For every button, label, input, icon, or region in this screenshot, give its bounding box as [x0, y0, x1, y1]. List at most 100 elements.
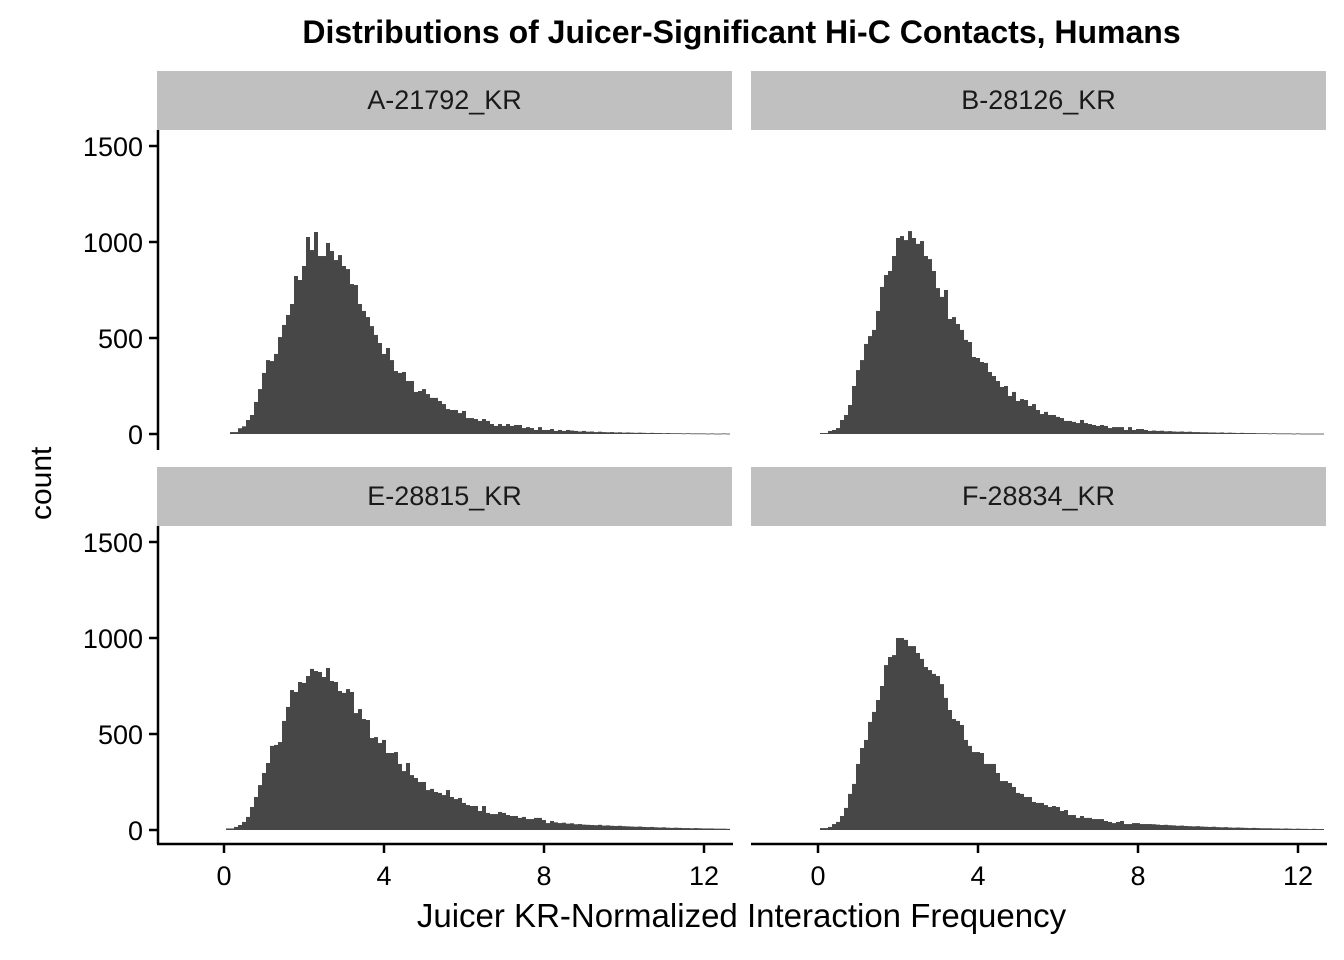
facet-strip-a: A-21792_KR — [157, 71, 732, 130]
histogram-bar — [234, 826, 238, 830]
histogram-bar — [1232, 432, 1236, 434]
histogram-bar — [486, 420, 490, 434]
histogram-bar — [698, 828, 702, 830]
histogram-bar — [1196, 826, 1200, 830]
histogram-bar — [602, 825, 606, 830]
histogram-bar — [924, 256, 928, 434]
histogram-bar — [482, 806, 486, 830]
histogram-bar — [1268, 828, 1272, 830]
histogram-bar — [598, 824, 602, 830]
histogram-bar — [1112, 427, 1116, 434]
histogram-bar — [318, 671, 322, 830]
histogram-bar — [1132, 823, 1136, 830]
histogram-bar — [1000, 781, 1004, 830]
histogram-bar — [1272, 828, 1276, 830]
histogram-bar — [868, 336, 872, 434]
histogram-bar — [478, 420, 482, 434]
histogram-bar — [650, 826, 654, 830]
histogram-bar — [514, 815, 518, 830]
histogram-bar — [362, 310, 366, 434]
histogram-bar — [394, 752, 398, 830]
histogram-bar — [634, 432, 638, 434]
histogram-series-3 — [820, 638, 1324, 830]
histogram-bar — [530, 819, 534, 830]
histogram-bar — [246, 419, 250, 434]
histogram-bar — [1200, 826, 1204, 830]
histogram-bar — [1296, 828, 1300, 830]
histogram-bar — [486, 812, 490, 830]
histogram-bar — [682, 433, 686, 435]
histogram-bar — [1176, 825, 1180, 830]
histogram-bar — [868, 721, 872, 830]
histogram-bar — [642, 826, 646, 830]
histogram-bar — [992, 376, 996, 434]
histogram-bar — [972, 357, 976, 434]
histogram-bar — [546, 429, 550, 434]
histogram-bar — [610, 825, 614, 830]
histogram-bar — [522, 816, 526, 830]
histogram-bar — [650, 432, 654, 434]
histogram-bar — [722, 828, 726, 830]
histogram-bar — [686, 433, 690, 435]
histogram-bar — [666, 433, 670, 434]
histogram-bar — [418, 390, 422, 434]
histogram-bar — [1184, 431, 1188, 434]
histogram-bar — [518, 817, 522, 830]
histogram-bar — [1148, 824, 1152, 830]
histogram-bar — [852, 386, 856, 434]
histogram-bar — [1148, 430, 1152, 434]
histogram-bar — [1060, 810, 1064, 830]
histogram-bar — [706, 828, 710, 830]
histogram-bar — [1256, 828, 1260, 830]
histogram-bar — [614, 825, 618, 830]
histogram-bar — [1308, 433, 1312, 435]
histogram-bar — [1064, 420, 1068, 434]
histogram-bar — [330, 251, 334, 434]
histogram-bar — [690, 828, 694, 830]
histogram-bar — [1104, 820, 1108, 830]
histogram-bar — [718, 433, 722, 435]
histogram-bar — [836, 428, 840, 434]
histogram-bar — [422, 782, 426, 830]
histogram-bar — [326, 242, 330, 434]
histogram-bar — [1252, 827, 1256, 830]
histogram-bar — [454, 799, 458, 830]
histogram-bar — [398, 372, 402, 434]
histogram-bar — [450, 410, 454, 434]
histogram-bar — [622, 432, 626, 434]
histogram-bar — [294, 275, 298, 434]
histogram-bar — [920, 241, 924, 434]
histogram-bar — [892, 256, 896, 434]
histogram-bar — [438, 400, 442, 434]
histogram-bar — [1244, 827, 1248, 830]
histogram-bar — [242, 821, 246, 830]
histogram-bar — [262, 372, 266, 434]
histogram-bar — [1180, 431, 1184, 434]
histogram-bar — [956, 323, 960, 434]
histogram-bar — [590, 825, 594, 830]
histogram-bar — [310, 250, 314, 434]
histogram-bar — [238, 428, 242, 434]
histogram-bar — [334, 681, 338, 830]
histogram-bar — [502, 812, 506, 830]
histogram-bar — [960, 724, 964, 830]
histogram-bar — [638, 826, 642, 830]
histogram-bar — [1164, 431, 1168, 434]
axes: 0 500 1000 1500 0 500 1000 1500 0 4 8 12 0 4 8 12 — [83, 130, 1327, 891]
histogram-bar — [916, 243, 920, 434]
histogram-bar — [1140, 429, 1144, 434]
facet-strip-f: F-28834_KR — [751, 467, 1326, 526]
histogram-bar — [230, 432, 234, 434]
histogram-bar — [494, 425, 498, 434]
x-tick-label: 8 — [536, 861, 551, 891]
histogram-bar — [358, 304, 362, 434]
histogram-bar — [458, 413, 462, 434]
histogram-bar — [518, 424, 522, 434]
histogram-bar — [658, 433, 662, 434]
histogram-bar — [964, 339, 968, 434]
histogram-bar — [234, 432, 238, 434]
histogram-bar — [908, 231, 912, 434]
histogram-bar — [936, 288, 940, 434]
facet-label-a: A-21792_KR — [367, 85, 522, 115]
histogram-bar — [526, 819, 530, 830]
